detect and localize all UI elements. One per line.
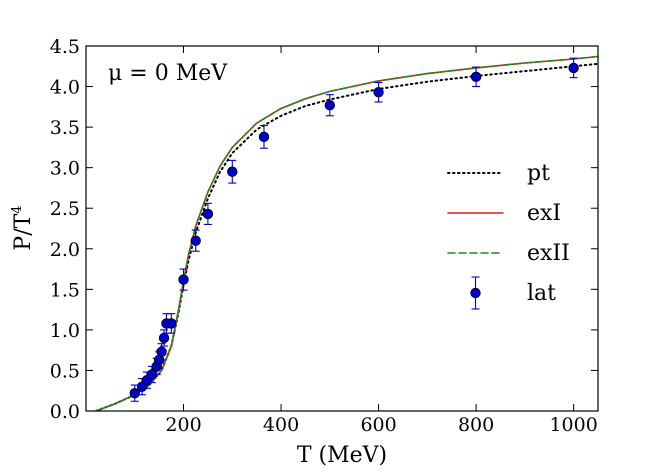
- y-tick-label: 0.5: [50, 360, 80, 382]
- curves-layer: [94, 55, 598, 411]
- y-tick-label: 2.5: [50, 198, 80, 220]
- x-tick-label: 1000: [549, 414, 597, 436]
- y-tick-label: 4.5: [50, 36, 80, 58]
- data-point: [470, 66, 482, 88]
- series-line-exII: [95, 55, 598, 411]
- data-point: [324, 94, 336, 117]
- data-point: [202, 202, 214, 225]
- y-tick-label: 0.0: [50, 401, 80, 423]
- x-tick-label: 200: [165, 414, 201, 436]
- legend-marker: [470, 287, 481, 299]
- point-marker: [129, 387, 140, 399]
- y-axis-label-main: P/T: [11, 213, 36, 250]
- plot-frame: [85, 45, 599, 412]
- y-tick-label: 2.0: [50, 239, 80, 261]
- x-tick-label: 400: [263, 414, 299, 436]
- y-axis-label-sup: 4: [10, 205, 25, 213]
- point-marker: [227, 166, 238, 177]
- point-marker: [568, 62, 579, 74]
- mu-annotation: μ = 0 MeV: [108, 61, 228, 86]
- legend-item-pt: pt: [447, 161, 550, 186]
- y-tick-label: 1.5: [50, 279, 80, 301]
- data-point: [178, 268, 189, 291]
- point-marker: [324, 100, 336, 111]
- legend-item-exI: exI: [447, 201, 561, 226]
- point-marker: [156, 346, 167, 357]
- x-tick-label: 600: [360, 414, 396, 436]
- point-marker: [190, 235, 201, 246]
- data-point: [166, 313, 177, 334]
- data-point: [227, 159, 238, 184]
- point-marker: [202, 208, 214, 220]
- point-marker: [166, 318, 177, 329]
- legend-item-lat: lat: [470, 276, 556, 310]
- point-marker: [258, 131, 270, 143]
- points-layer: [129, 57, 579, 402]
- series-line-pt: [94, 62, 598, 411]
- y-axis-label: P/T4: [10, 205, 36, 250]
- x-axis-label: T (MeV): [297, 443, 387, 468]
- legend: pt exI exII lat: [447, 161, 570, 310]
- data-point: [129, 384, 140, 402]
- ticks-layer: 200 400 600 800 1000 0.0 0.5 1.0 1.5 2.0 2.5 3.0 3.5…: [50, 36, 598, 436]
- legend-label: lat: [527, 281, 556, 306]
- data-point: [373, 81, 384, 103]
- x-tick-label: 800: [458, 414, 494, 436]
- data-point: [568, 57, 579, 79]
- point-marker: [158, 332, 170, 344]
- y-axis-label-group: P/T4: [10, 205, 36, 250]
- point-marker: [373, 87, 384, 98]
- legend-label: pt: [527, 161, 550, 186]
- y-tick-label: 4.0: [50, 77, 80, 99]
- legend-item-exII: exII: [447, 241, 570, 266]
- point-marker: [178, 274, 189, 285]
- y-tick-label: 1.0: [50, 320, 80, 342]
- y-tick-label: 3.5: [50, 117, 80, 139]
- data-point: [190, 229, 201, 252]
- series-line-exI: [95, 55, 598, 411]
- y-tick-label: 3.0: [50, 158, 80, 180]
- legend-label: exII: [527, 241, 570, 266]
- point-marker: [470, 71, 482, 83]
- data-point: [258, 124, 270, 149]
- legend-label: exI: [527, 201, 561, 226]
